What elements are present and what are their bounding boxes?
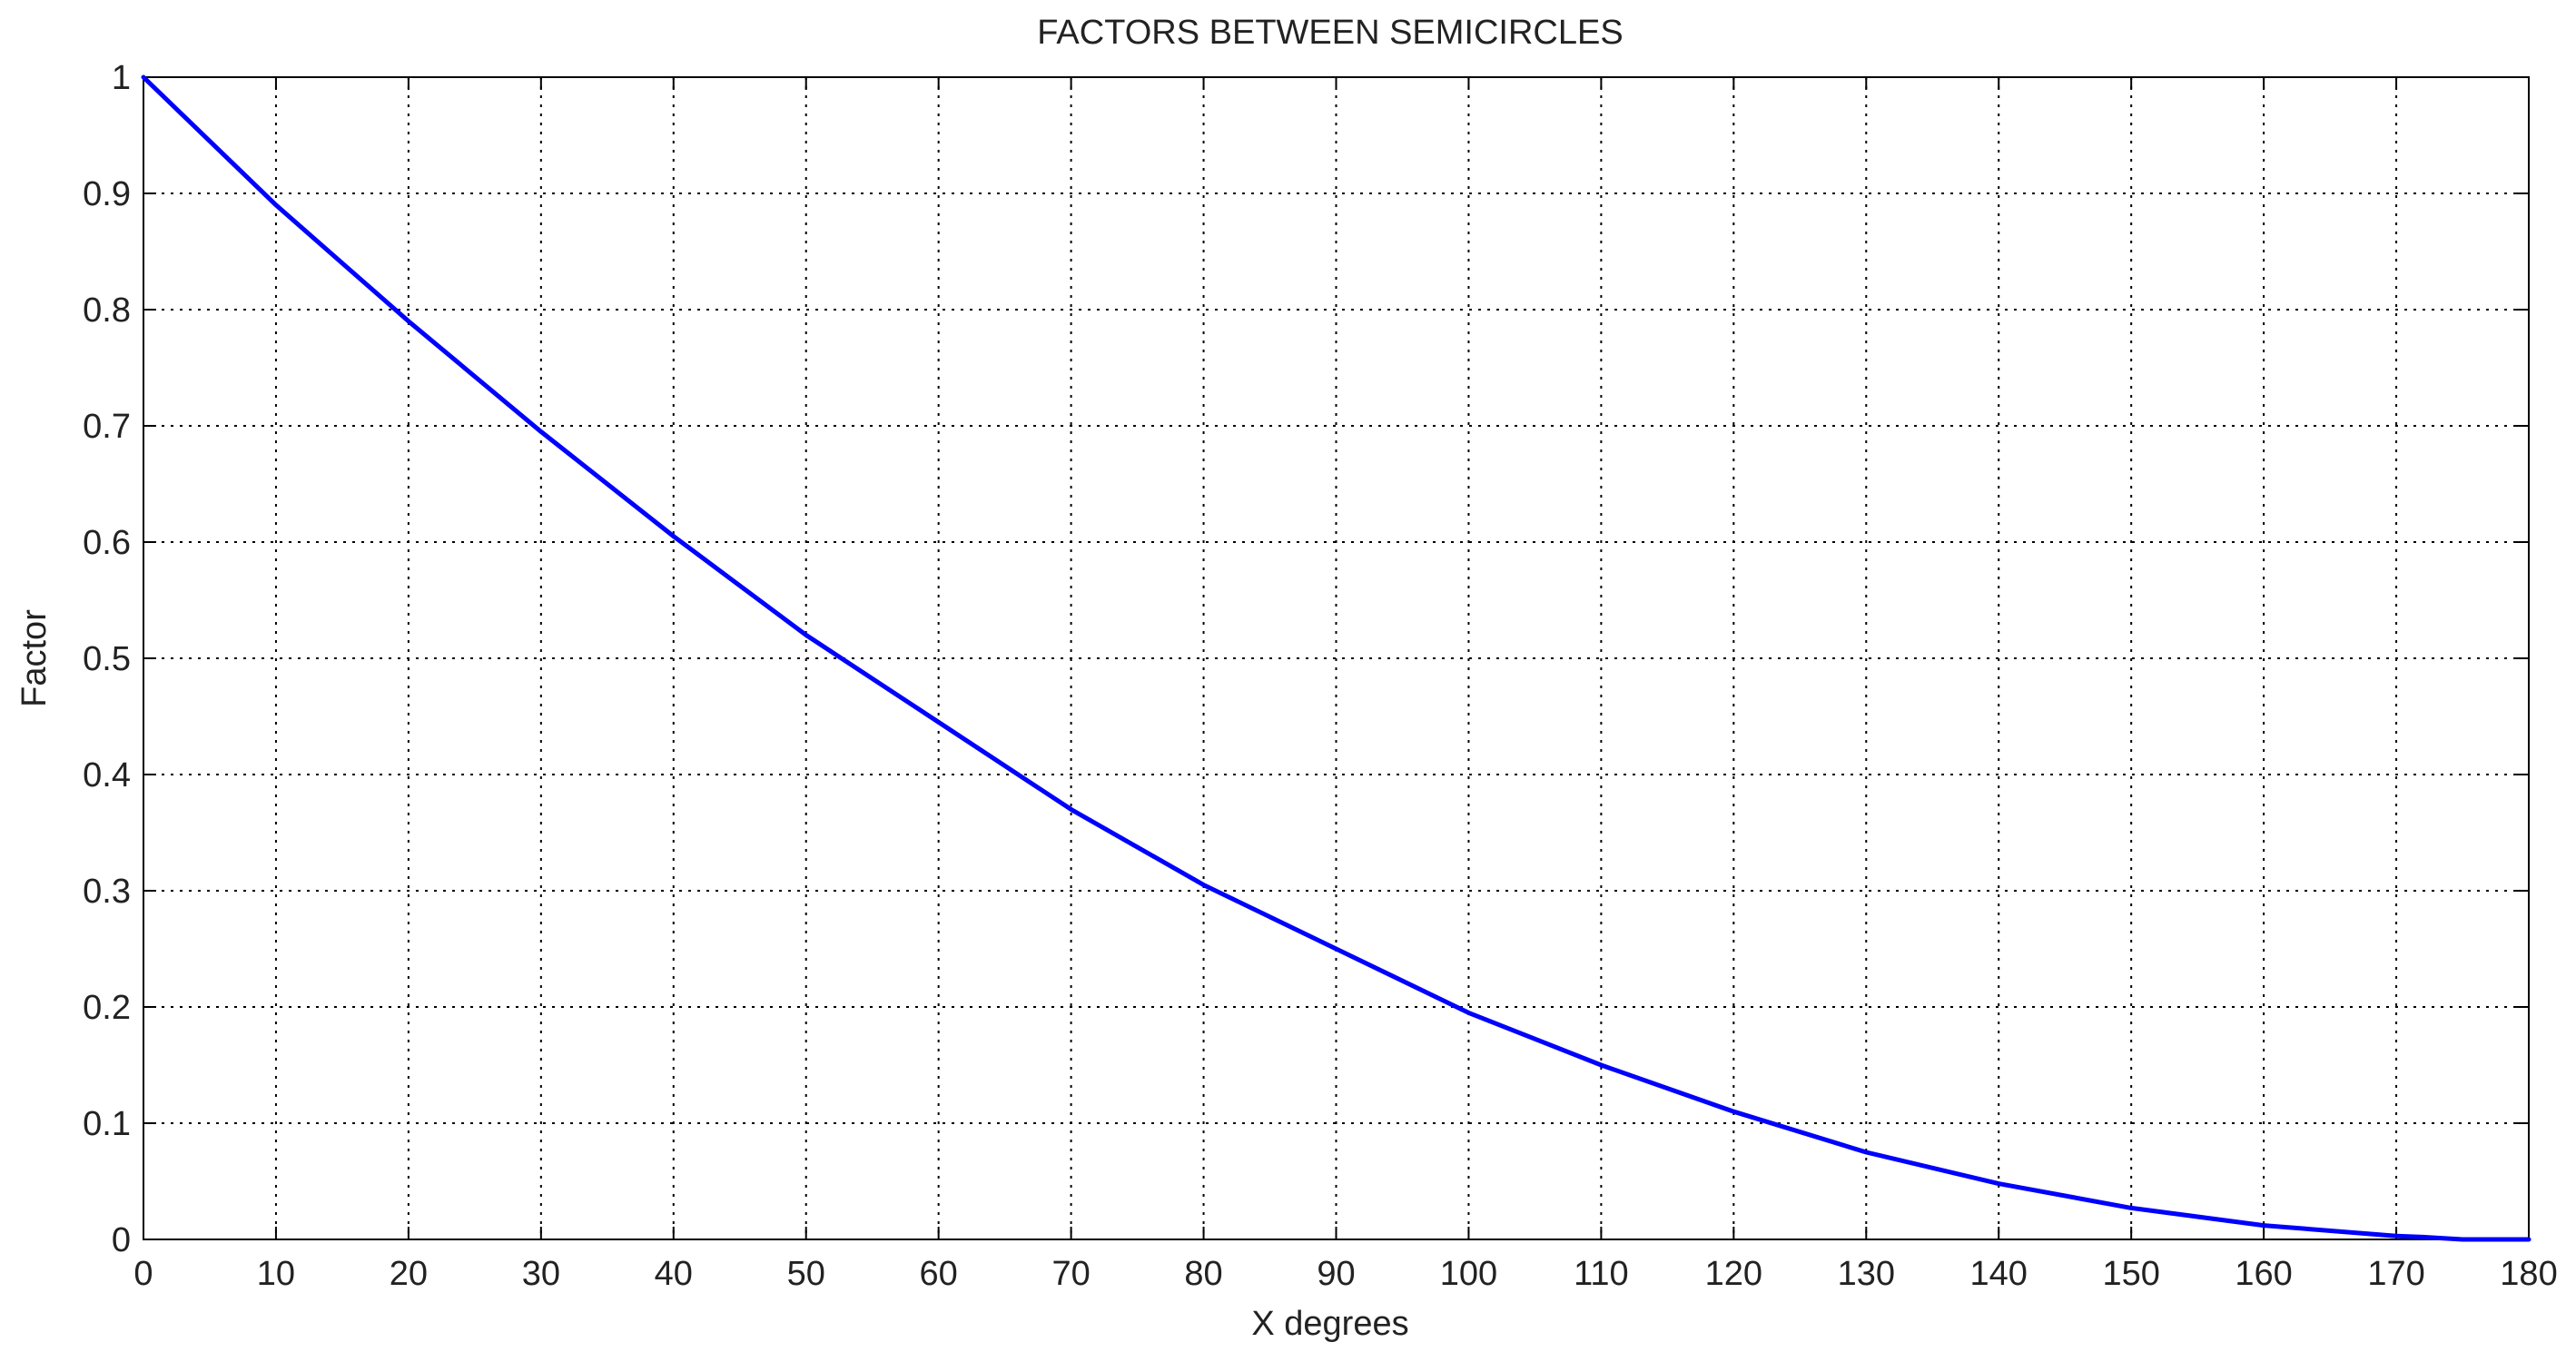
y-tick-label: 0.1 (83, 1105, 131, 1143)
chart-title: FACTORS BETWEEN SEMICIRCLES (1037, 14, 1623, 52)
y-tick-label: 0 (112, 1221, 131, 1259)
series-line-0 (141, 74, 2532, 1242)
y-tick-label: 1 (112, 59, 131, 97)
x-tick-label: 120 (1705, 1255, 1762, 1293)
x-tick-label: 70 (1051, 1255, 1090, 1293)
y-tick-label: 0.8 (83, 291, 131, 330)
x-tick-labels: 0 10 20 30 40 50 60 70 80 90 100 110 120 130 140 150 160… (133, 1255, 2557, 1293)
x-tick-label: 90 (1317, 1255, 1355, 1293)
x-tick-label: 20 (390, 1255, 428, 1293)
y-tick-labels: 0 0.1 0.2 0.3 0.4 0.5 0.6 0.7 0.8 0.9 1 (83, 59, 131, 1259)
x-tick-label: 170 (2367, 1255, 2424, 1293)
y-tick-label: 0.5 (83, 640, 131, 678)
series-layer (141, 74, 2532, 1242)
x-tick-label: 140 (1970, 1255, 2028, 1293)
x-tick-label: 40 (655, 1255, 693, 1293)
y-tick-label: 0.4 (83, 756, 131, 794)
x-tick-label: 150 (2102, 1255, 2159, 1293)
y-tick-label: 0.9 (83, 175, 131, 213)
x-axis-label: X degrees (1251, 1305, 1408, 1343)
x-tick-label: 30 (522, 1255, 560, 1293)
x-tick-label: 10 (257, 1255, 295, 1293)
x-tick-label: 100 (1440, 1255, 1497, 1293)
x-tick-label: 110 (1574, 1255, 1629, 1293)
y-tick-label: 0.6 (83, 524, 131, 562)
x-tick-label: 60 (920, 1255, 958, 1293)
y-axis-label: Factor (15, 609, 54, 707)
x-tick-label: 160 (2235, 1255, 2292, 1293)
x-tick-label: 130 (1838, 1255, 1895, 1293)
x-tick-label: 0 (133, 1255, 153, 1293)
x-tick-label: 180 (2500, 1255, 2557, 1293)
x-tick-label: 80 (1184, 1255, 1222, 1293)
y-tick-label: 0.2 (83, 989, 131, 1027)
x-tick-label: 50 (787, 1255, 825, 1293)
y-tick-label: 0.3 (83, 873, 131, 911)
grid-lines (143, 77, 2529, 1239)
y-tick-label: 0.7 (83, 408, 131, 446)
